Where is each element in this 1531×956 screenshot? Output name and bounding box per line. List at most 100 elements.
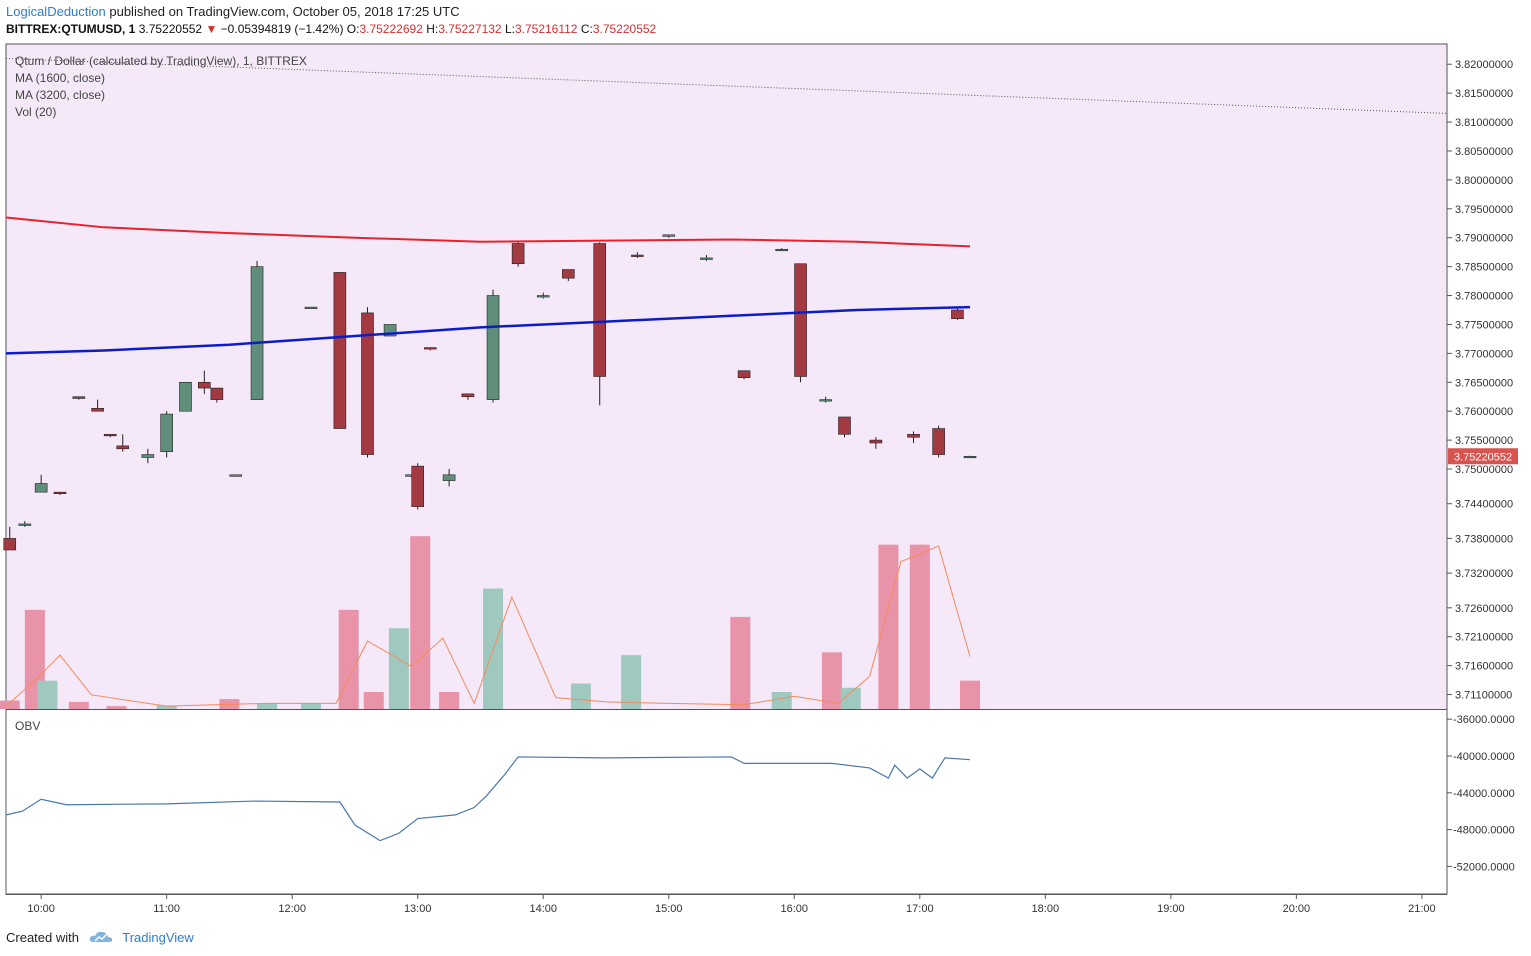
price-tick-label: 3.73200000 [1455,568,1513,580]
obv-line [5,756,971,842]
volume-bar [909,544,930,709]
candle-body [951,309,964,319]
volume-bar [338,609,359,709]
time-tick-label: 16:00 [781,903,809,915]
time-tick-label: 21:00 [1408,903,1436,915]
last-price-tag [1448,448,1518,465]
price-tick-label: 3.73800000 [1455,533,1513,545]
price-tick-label: 3.78500000 [1455,262,1513,274]
candle-body [116,445,130,450]
price-tick-label: 3.80500000 [1455,146,1513,158]
chart-legend: Qtum / Dollar (calculated by TradingView… [15,53,307,121]
price-tick-label: 3.71100000 [1455,690,1512,702]
obv-legend: OBV [15,719,41,733]
volume-layer [0,536,981,709]
volume-bar [301,703,322,709]
price-tick-label: 3.76000000 [1455,406,1513,418]
time-tick-label: 20:00 [1283,903,1311,915]
volume-bar [960,680,981,709]
candle-body [160,413,173,452]
candle-body [486,295,500,400]
last-price: 3.75220552 [138,22,203,36]
footer: Created with TradingView [6,930,194,947]
candle-body [34,483,48,493]
time-tick-label: 15:00 [655,903,683,915]
candle-body [511,243,525,265]
candle-body [536,295,550,298]
volume-bar [257,703,278,709]
time-tick-label: 19:00 [1157,903,1185,915]
volume-bar [363,692,384,709]
volume-bar [621,655,642,709]
price-tick-label: 3.81000000 [1455,117,1513,129]
down-arrow-icon: ▼ [205,22,218,36]
tradingview-cloud-icon[interactable] [89,930,113,947]
candle-body [103,434,117,437]
ohlc-bar: BITTREX:QTUMUSD, 1 3.75220552 ▼ −0.05394… [6,22,656,36]
legend-ma3200: MA (3200, close) [15,88,106,102]
price-tick-label: 3.71600000 [1455,661,1513,673]
main-pane-bg [6,44,1447,709]
candle-body [72,396,86,399]
price-tick-label: 3.80000000 [1455,175,1513,187]
time-tick-label: 13:00 [404,903,432,915]
created-with-text: Created with [6,930,79,945]
candle-body [361,312,374,455]
candle-body [819,399,832,402]
ma3200-line [5,216,971,248]
legend-title: Qtum / Dollar (calculated by TradingView… [15,54,307,68]
volume-bar [439,692,460,709]
legend-ma1600: MA (1600, close) [15,71,106,85]
close-label: C: [580,22,593,36]
ma1600-line [5,305,971,355]
obv-tick-label: -44000.0000 [1453,788,1515,800]
volume-bar [821,652,842,709]
high-label: H: [426,22,439,36]
price-tick-label: 3.77000000 [1455,348,1513,360]
candle-body [304,306,318,309]
candle-body [932,428,945,455]
volume-bar [68,701,89,709]
symbol-label: BITTREX:QTUMUSD, 1 [6,22,136,36]
candle-body [210,387,224,400]
obv-tick-label: -48000.0000 [1453,825,1515,837]
candle-body [963,455,977,459]
obv-tick-label: -36000.0000 [1453,714,1515,726]
candle-body [794,263,807,377]
volume-bar [878,544,899,709]
price-tick-label: 3.72100000 [1455,632,1513,644]
candle-body [838,416,851,435]
price-tick-label: 3.82000000 [1455,59,1513,71]
candle-body [3,538,17,551]
candle-body [775,248,789,252]
published-text: published on TradingView.com, October 05… [109,4,460,19]
volume-bar [37,680,58,709]
volume-bar [410,536,431,709]
author-link[interactable]: LogicalDeduction [6,4,106,19]
candle-body [198,381,211,389]
axes-layer: 3.82000000 3.81500000 3.81000000 3.80500000… [27,59,1518,915]
candle-body [333,272,347,429]
volume-bar [730,616,751,709]
candle-body [461,393,475,398]
open-label: O: [346,22,360,36]
candle-body [562,269,575,279]
price-tick-label: 3.72600000 [1455,603,1513,615]
candle-body [700,257,713,260]
price-tick-label: 3.74400000 [1455,499,1513,511]
tradingview-link[interactable]: TradingView [122,930,194,945]
price-tick-label: 3.77500000 [1455,319,1513,331]
candle-body [442,474,456,481]
obv-tick-label: -52000.0000 [1453,861,1515,873]
price-tick-label: 3.78000000 [1455,291,1513,303]
obv-tick-label: -40000.0000 [1453,751,1515,763]
price-change: −0.05394819 (−1.42%) [220,22,344,36]
volume-bar [771,692,792,709]
candle-body [141,454,155,458]
time-tick-label: 12:00 [278,903,306,915]
last-price-label: 3.75220552 [1454,451,1512,463]
indicator-lines-layer [5,57,1448,842]
candle-body [18,523,32,526]
candle-body [250,266,264,400]
